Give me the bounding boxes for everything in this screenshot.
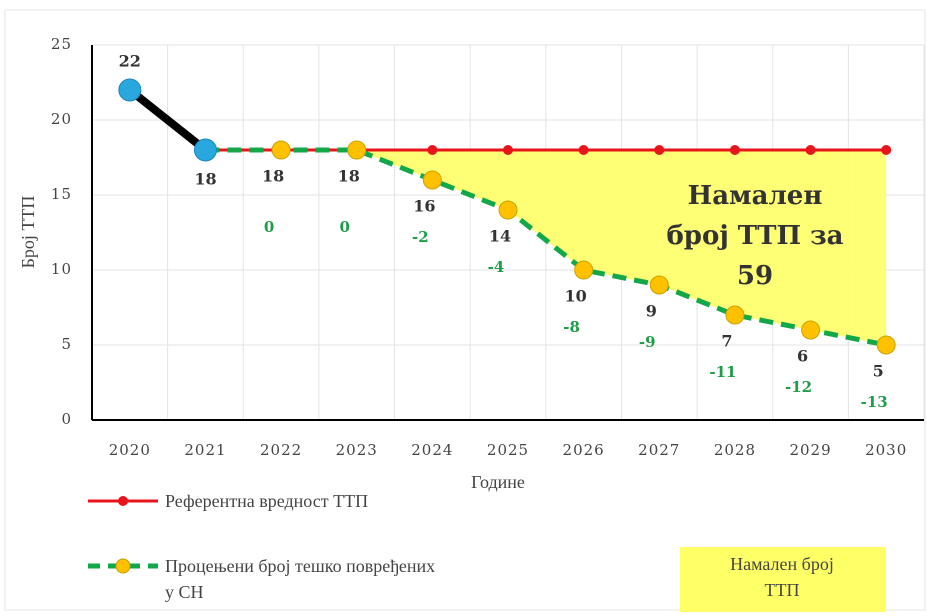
point: [498, 200, 518, 220]
point: [649, 275, 669, 295]
data-label: 6: [797, 347, 808, 366]
y-tick-label: 15: [51, 185, 72, 203]
point: [427, 145, 438, 155]
point: [881, 145, 892, 155]
point: [422, 170, 442, 190]
data-label: 16: [413, 197, 435, 216]
annotation: број ТТП за: [666, 221, 843, 251]
point: [725, 305, 745, 325]
x-axis-title: Године: [471, 472, 525, 492]
legend-label: Процењени број тешко повређених: [165, 556, 435, 576]
difference-label: -2: [412, 228, 429, 246]
difference-label: -8: [563, 318, 580, 336]
difference-label: -9: [639, 333, 656, 351]
x-tick-label: 2024: [411, 441, 453, 459]
y-tick-label: 10: [51, 260, 72, 278]
legend-label: ТТП: [765, 580, 800, 600]
data-label: 14: [489, 227, 511, 246]
legend-swatch: [680, 547, 885, 612]
point: [347, 140, 367, 160]
legend-label: у СН: [165, 582, 204, 602]
series-line: [127, 86, 208, 154]
point: [574, 260, 594, 280]
point: [654, 145, 665, 155]
point: [876, 335, 896, 355]
x-tick-label: 2026: [563, 441, 605, 459]
difference-label: 0: [340, 218, 350, 236]
point: [801, 320, 821, 340]
y-tick-label: 0: [61, 410, 72, 428]
reduction-area: [356, 150, 887, 345]
x-tick-label: 2021: [184, 441, 226, 459]
point: [578, 145, 589, 155]
difference-label: -13: [861, 393, 888, 411]
y-tick-label: 5: [61, 335, 72, 353]
data-label: 10: [565, 287, 587, 306]
y-tick-label: 20: [51, 110, 72, 128]
data-label: 9: [646, 302, 657, 321]
x-tick-label: 2022: [260, 441, 302, 459]
y-tick-label: 25: [51, 35, 72, 53]
data-label: 18: [194, 170, 216, 189]
x-tick-label: 2025: [487, 441, 529, 459]
point: [118, 78, 142, 102]
data-label: 5: [873, 362, 884, 381]
point: [805, 145, 816, 155]
series-line: [205, 147, 887, 348]
point: [193, 138, 217, 162]
point: [271, 140, 291, 160]
difference-label: -12: [785, 378, 812, 396]
point: [729, 145, 740, 155]
annotation: Намален: [688, 181, 823, 211]
data-label: 18: [338, 167, 360, 186]
data-label: 18: [262, 167, 284, 186]
x-tick-label: 2027: [638, 441, 680, 459]
y-axis-title: Број ТТП: [18, 196, 38, 269]
x-tick-label: 2023: [336, 441, 378, 459]
legend-marker: [118, 496, 128, 506]
legend-marker: [115, 558, 131, 574]
point: [503, 145, 513, 155]
legend-label: Референтна вредност ТТП: [165, 491, 368, 511]
difference-label: 0: [264, 218, 274, 236]
difference-label: -4: [488, 258, 505, 276]
data-label: 7: [721, 332, 732, 351]
x-tick-label: 2030: [865, 441, 907, 459]
difference-label: -11: [709, 363, 736, 381]
annotation: 59: [737, 261, 773, 291]
x-tick-label: 2020: [109, 441, 151, 459]
x-tick-label: 2029: [789, 441, 831, 459]
legend: Референтна вредност ТТП Процењени број т…: [88, 491, 885, 612]
legend-label: Намален број: [730, 554, 834, 574]
x-tick-label: 2028: [714, 441, 756, 459]
data-label: 22: [119, 52, 141, 71]
